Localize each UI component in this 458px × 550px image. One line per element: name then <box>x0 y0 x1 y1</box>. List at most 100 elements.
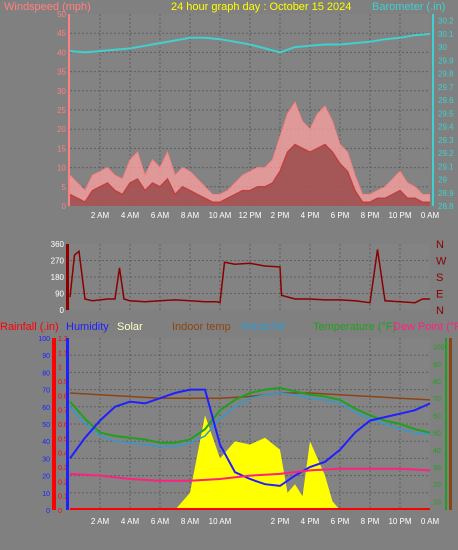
compass-label: N <box>436 305 444 317</box>
rain-tick-label: 0.7 <box>58 408 68 415</box>
rain-tick-label: 0.2 <box>58 479 68 486</box>
wind-avg-area <box>70 144 430 206</box>
compass-label: W <box>436 256 447 268</box>
rain-tick-label: 0.8 <box>58 393 68 400</box>
wind-gust-line <box>69 101 430 195</box>
legend-item: Solar <box>117 321 143 333</box>
direction-tick-label: 90 <box>55 290 64 299</box>
temp-tick-label: 20 <box>433 482 441 489</box>
barometer-tick-label: 28.8 <box>438 202 454 211</box>
barometer-axis-bar <box>432 14 434 206</box>
time-tick-label: 4 PM <box>301 211 320 220</box>
wind-tick-label: 45 <box>57 29 66 38</box>
legend-item: Rainfall (.in) <box>0 321 59 333</box>
time-tick-label: 6 PM <box>331 211 350 220</box>
rain-tick-label: 1.2 <box>58 336 68 343</box>
barometer-tick-label: 28.9 <box>438 189 454 198</box>
barometer-tick-label: 29.3 <box>438 136 454 145</box>
temp-axis-bar <box>449 338 452 510</box>
humidity-tick-label: 30 <box>42 456 50 463</box>
time-tick-label: 4 AM <box>121 517 140 526</box>
humidity-tick-label: 70 <box>42 388 50 395</box>
rain-tick-label: 0.5 <box>58 436 68 443</box>
temp-tick-label: 60 <box>433 413 441 420</box>
chart-title: 24 hour graph day : October 15 2024 <box>171 1 351 13</box>
rain-tick-label: 0 <box>58 508 62 515</box>
humidity-axis-bar <box>66 338 69 510</box>
barometer-tick-label: 30.1 <box>438 30 454 39</box>
humidity-tick-label: 20 <box>42 474 50 481</box>
legend-item: Windchill <box>241 321 285 333</box>
time-tick-label: 0 AM <box>421 211 440 220</box>
legend-item: Humidity <box>66 321 109 333</box>
time-tick-label: 8 AM <box>181 517 200 526</box>
temp-axis-bar-green <box>445 338 447 510</box>
humidity-tick-label: 60 <box>42 405 50 412</box>
time-tick-label: 2 AM <box>91 211 110 220</box>
wind-tick-label: 50 <box>57 10 66 19</box>
time-tick-label: 2 PM <box>271 517 290 526</box>
barometer-tick-label: 30 <box>438 43 447 52</box>
time-tick-label: 10 AM <box>209 517 232 526</box>
temp-tick-label: 10 <box>433 499 441 506</box>
wind-axis-label: Windspeed (mph) <box>4 1 91 13</box>
time-tick-label: 12 PM <box>238 211 261 220</box>
barometer-tick-label: 29.2 <box>438 149 454 158</box>
time-tick-label: 6 AM <box>151 517 170 526</box>
humidity-tick-label: 100 <box>38 336 50 343</box>
barometer-axis-label: Barometer (.in) <box>372 1 445 13</box>
rain-tick-label: 1.1 <box>58 350 68 357</box>
wind-tick-label: 15 <box>57 144 66 153</box>
time-tick-label: 6 PM <box>331 517 350 526</box>
direction-tick-label: 360 <box>51 240 65 249</box>
humidity-tick-label: 40 <box>42 439 50 446</box>
direction-tick-label: 270 <box>51 257 65 266</box>
barometer-tick-label: 29 <box>438 176 447 185</box>
temperature-line <box>69 386 431 444</box>
temp-tick-label: 90 <box>433 362 441 369</box>
wind-tick-label: 25 <box>57 106 66 115</box>
legend-item: Temperature (°F) <box>313 321 396 333</box>
barometer-tick-label: 29.1 <box>438 162 454 171</box>
time-tick-label: 4 PM <box>301 517 320 526</box>
wind-axis-bar <box>68 14 70 206</box>
temp-tick-label: 70 <box>433 396 441 403</box>
compass-label: E <box>436 289 443 301</box>
wind-tick-label: 35 <box>57 68 66 77</box>
barometer-tick-label: 29.4 <box>438 123 454 132</box>
time-tick-label: 10 PM <box>388 517 411 526</box>
humidity-tick-label: 80 <box>42 370 50 377</box>
barometer-tick-label: 29.8 <box>438 70 454 79</box>
legend-item: Dew Point (°F) <box>393 321 458 333</box>
windchill-line <box>69 392 431 448</box>
rain-tick-label: 1 <box>58 365 62 372</box>
time-tick-label: 6 AM <box>151 211 170 220</box>
temp-tick-label: 30 <box>433 465 441 472</box>
wind-direction-line <box>69 249 430 304</box>
compass-label: S <box>436 272 443 284</box>
time-tick-label: 8 PM <box>361 211 380 220</box>
wind-tick-label: 5 <box>62 183 67 192</box>
humidity-line <box>69 388 431 487</box>
time-tick-label: 10 AM <box>209 211 232 220</box>
direction-tick-label: 180 <box>51 273 65 282</box>
rain-tick-label: 0.4 <box>58 451 68 458</box>
barometer-tick-label: 29.5 <box>438 109 454 118</box>
wind-tick-label: 30 <box>57 87 66 96</box>
legend-item: Indoor temp <box>172 321 231 333</box>
indoor-temp-line <box>69 392 431 401</box>
barometer-tick-label: 29.6 <box>438 96 454 105</box>
time-tick-label: 2 AM <box>91 517 110 526</box>
temp-tick-label: 80 <box>433 379 441 386</box>
wind-tick-label: 0 <box>62 202 67 211</box>
solar-area <box>70 415 430 510</box>
temp-tick-label: 40 <box>433 448 441 455</box>
humidity-tick-label: 50 <box>42 422 50 429</box>
temp-tick-label: 50 <box>433 431 441 438</box>
wind-tick-label: 40 <box>57 48 66 57</box>
barometer-tick-label: 30.2 <box>438 17 454 26</box>
direction-axis-bar <box>66 244 69 310</box>
compass-label: N <box>436 239 444 251</box>
